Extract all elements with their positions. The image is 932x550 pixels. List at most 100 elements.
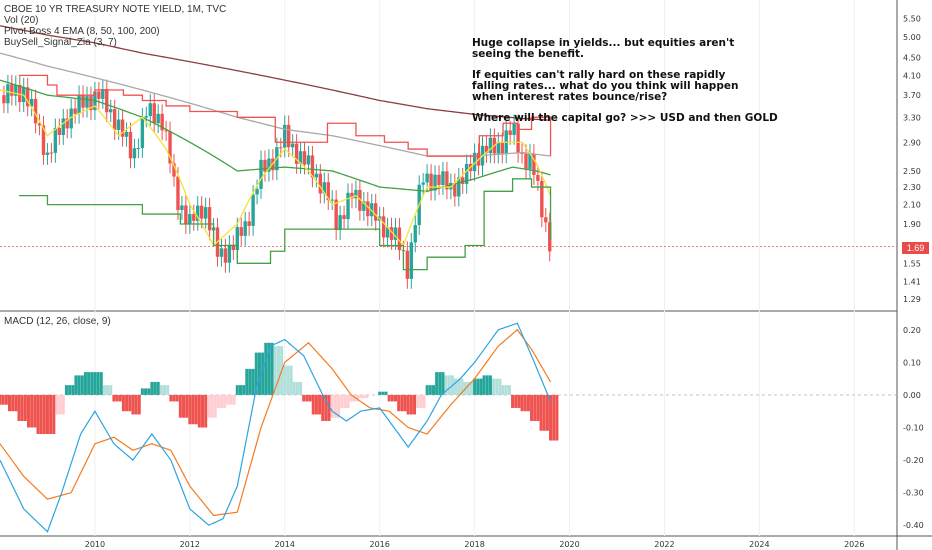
- candle-body: [397, 227, 402, 251]
- candle-body: [453, 182, 457, 197]
- price-tick-label: 3.70: [903, 91, 921, 100]
- candle-body: [37, 123, 42, 126]
- candle-body: [385, 227, 390, 238]
- candle-body: [124, 131, 129, 137]
- candle-body: [263, 159, 267, 172]
- candle-body: [192, 214, 196, 221]
- macd-histogram-bar: [555, 394, 559, 441]
- candle-body: [314, 173, 319, 178]
- macd-histogram-bar: [438, 372, 442, 395]
- candle-body: [405, 250, 410, 279]
- macd-histogram-bar: [460, 378, 464, 395]
- candle-body: [508, 130, 512, 135]
- macd-histogram-bar: [321, 394, 325, 421]
- candle-body: [227, 244, 232, 263]
- macd-signal-line: [0, 328, 552, 517]
- candle-body: [168, 131, 172, 164]
- candle-body: [393, 227, 398, 240]
- macd-histogram-bar: [545, 394, 549, 431]
- macd-histogram-bar: [153, 381, 157, 395]
- macd-histogram-bar: [349, 394, 353, 402]
- macd-histogram-bar: [311, 394, 315, 415]
- macd-histogram-bar: [501, 385, 505, 395]
- macd-histogram-bar: [400, 394, 404, 412]
- macd-histogram-bar: [150, 381, 154, 395]
- candle-body: [342, 215, 346, 220]
- candle-body: [196, 205, 200, 221]
- indicator-pivot-boss[interactable]: Pivot Boss 4 EMA (8, 50, 100, 200): [4, 26, 160, 37]
- macd-histogram-bar: [261, 352, 265, 395]
- macd-histogram-bar: [131, 394, 135, 415]
- candle-body: [255, 188, 259, 195]
- macd-histogram-bar: [267, 342, 271, 395]
- macd-histogram-bar: [1, 394, 5, 405]
- macd-histogram-bar: [318, 394, 322, 415]
- macd-histogram-bar: [191, 394, 195, 425]
- macd-histogram-bar: [473, 378, 477, 395]
- candle-body: [73, 108, 77, 114]
- price-tick-label: 2.50: [903, 167, 921, 176]
- macd-histogram-bar: [80, 375, 84, 395]
- macd-histogram-bar: [314, 394, 318, 415]
- macd-histogram-bar: [182, 394, 186, 418]
- candle-body: [164, 130, 168, 132]
- price-tick-label: 1.29: [903, 295, 921, 304]
- candle-body: [156, 113, 160, 124]
- candle-body: [172, 163, 176, 177]
- macd-histogram-bar: [327, 394, 331, 421]
- x-tick-label: 2010: [85, 540, 105, 549]
- macd-histogram-bar: [7, 394, 11, 412]
- macd-histogram-bar: [390, 394, 394, 402]
- macd-title[interactable]: MACD (12, 26, close, 9): [4, 316, 111, 327]
- candle-body: [279, 147, 283, 149]
- macd-histogram-bar: [248, 368, 252, 395]
- candle-body: [85, 96, 89, 108]
- candle-body: [389, 227, 394, 240]
- candle-body: [81, 94, 85, 108]
- macd-histogram-bar: [99, 372, 103, 395]
- candle-body: [231, 244, 236, 251]
- macd-histogram-bar: [330, 394, 334, 418]
- macd-histogram-bar: [4, 394, 8, 405]
- macd-histogram-bar: [362, 394, 366, 399]
- candle-body: [184, 205, 188, 224]
- macd-histogram-bar: [64, 385, 68, 395]
- candle-body: [203, 207, 208, 219]
- macd-histogram-bar: [273, 346, 277, 395]
- macd-histogram-bar: [549, 394, 553, 441]
- indicator-vol[interactable]: Vol (20): [4, 15, 39, 26]
- macd-histogram-bar: [216, 394, 220, 408]
- candle-body: [366, 201, 370, 217]
- candle-body: [89, 96, 93, 111]
- macd-pane: [0, 322, 897, 533]
- macd-histogram-bar: [305, 394, 309, 402]
- macd-histogram-bar: [68, 385, 72, 395]
- macd-histogram-bar: [406, 394, 410, 415]
- macd-histogram-bar: [147, 388, 151, 395]
- macd-histogram-bar: [223, 394, 227, 408]
- price-tick-label: 1.90: [903, 220, 921, 229]
- indicator-buysell[interactable]: BuySell_Signal_Zia (3, 7): [4, 37, 117, 48]
- macd-histogram-bar: [324, 394, 328, 421]
- price-tick-label: 4.50: [903, 53, 921, 62]
- candle-body: [544, 217, 548, 223]
- candle-body: [512, 123, 516, 135]
- macd-tick-label: -0.10: [903, 424, 924, 433]
- macd-histogram-bar: [264, 342, 268, 395]
- macd-histogram-bar: [159, 385, 163, 395]
- candle-body: [29, 98, 34, 107]
- macd-histogram-bar: [172, 394, 176, 402]
- macd-histogram-bar: [23, 394, 27, 421]
- candle-body: [294, 143, 299, 164]
- price-tick-label: 3.30: [903, 113, 921, 122]
- macd-histogram-bar: [232, 394, 236, 405]
- macd-histogram-bar: [520, 394, 524, 412]
- candle-body: [520, 152, 524, 154]
- macd-histogram-bar: [504, 385, 508, 395]
- candle-body: [306, 155, 311, 165]
- macd-histogram-bar: [0, 394, 2, 405]
- candle-body: [10, 84, 14, 96]
- macd-histogram-bar: [14, 394, 18, 412]
